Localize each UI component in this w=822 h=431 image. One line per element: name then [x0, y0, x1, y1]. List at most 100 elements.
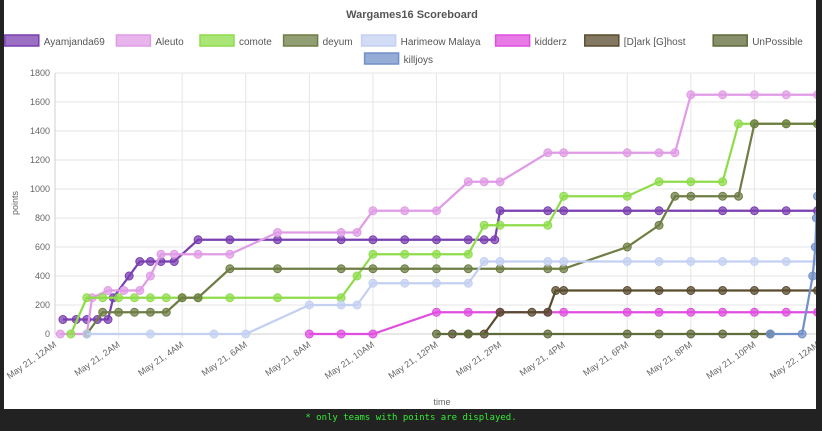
- data-point[interactable]: [432, 307, 441, 317]
- data-point[interactable]: [336, 228, 346, 237]
- legend-item[interactable]: kidderz: [494, 34, 567, 48]
- data-point[interactable]: [225, 235, 235, 245]
- data-point[interactable]: [812, 119, 816, 129]
- data-point[interactable]: [479, 257, 489, 266]
- data-point[interactable]: [686, 286, 696, 295]
- data-point[interactable]: [114, 293, 124, 303]
- data-point[interactable]: [209, 329, 219, 339]
- data-point[interactable]: [654, 220, 664, 230]
- data-point[interactable]: [622, 329, 632, 339]
- data-point[interactable]: [654, 329, 664, 339]
- data-point[interactable]: [781, 286, 791, 295]
- data-point[interactable]: [114, 307, 124, 317]
- data-point[interactable]: [479, 220, 489, 230]
- data-point[interactable]: [103, 315, 113, 324]
- data-point[interactable]: [622, 242, 632, 252]
- data-point[interactable]: [156, 249, 166, 259]
- data-point[interactable]: [400, 235, 410, 245]
- data-point[interactable]: [352, 228, 362, 237]
- data-point[interactable]: [400, 264, 410, 274]
- data-point[interactable]: [765, 329, 775, 339]
- data-point[interactable]: [543, 307, 553, 317]
- data-point[interactable]: [135, 286, 145, 295]
- data-point[interactable]: [495, 206, 505, 216]
- data-point[interactable]: [368, 206, 378, 216]
- data-point[interactable]: [781, 206, 791, 216]
- data-point[interactable]: [781, 257, 791, 266]
- data-point[interactable]: [145, 257, 155, 266]
- data-point[interactable]: [495, 307, 505, 317]
- data-point[interactable]: [749, 257, 759, 266]
- data-point[interactable]: [58, 315, 68, 324]
- data-point[interactable]: [98, 307, 108, 317]
- data-point[interactable]: [718, 191, 728, 201]
- data-point[interactable]: [225, 249, 235, 259]
- data-point[interactable]: [273, 228, 283, 237]
- data-point[interactable]: [400, 206, 410, 216]
- data-point[interactable]: [432, 249, 441, 259]
- data-point[interactable]: [368, 329, 378, 339]
- legend-item[interactable]: UnPossible: [712, 34, 803, 48]
- data-point[interactable]: [622, 307, 632, 317]
- data-point[interactable]: [193, 249, 203, 259]
- data-point[interactable]: [559, 148, 569, 158]
- data-point[interactable]: [145, 293, 155, 303]
- legend-item[interactable]: Aleuto: [115, 34, 184, 48]
- data-point[interactable]: [718, 329, 728, 339]
- data-point[interactable]: [622, 191, 632, 201]
- data-point[interactable]: [749, 206, 759, 216]
- data-point[interactable]: [55, 329, 65, 339]
- data-point[interactable]: [432, 235, 441, 245]
- data-point[interactable]: [336, 264, 346, 274]
- data-point[interactable]: [145, 329, 155, 339]
- legend-item[interactable]: Ayamjanda69: [4, 34, 105, 48]
- data-point[interactable]: [543, 206, 553, 216]
- data-point[interactable]: [400, 278, 410, 288]
- data-point[interactable]: [463, 264, 473, 274]
- data-point[interactable]: [781, 307, 791, 317]
- data-point[interactable]: [479, 235, 489, 245]
- legend-item[interactable]: killjoys: [363, 52, 433, 66]
- data-point[interactable]: [749, 286, 759, 295]
- data-point[interactable]: [432, 206, 441, 216]
- data-point[interactable]: [812, 286, 816, 295]
- data-point[interactable]: [400, 249, 410, 259]
- data-point[interactable]: [749, 307, 759, 317]
- data-point[interactable]: [463, 249, 473, 259]
- data-point[interactable]: [559, 206, 569, 216]
- data-point[interactable]: [654, 257, 664, 266]
- data-point[interactable]: [336, 300, 346, 310]
- data-point[interactable]: [654, 307, 664, 317]
- data-point[interactable]: [551, 286, 561, 295]
- data-point[interactable]: [686, 90, 696, 100]
- data-point[interactable]: [812, 307, 816, 317]
- data-point[interactable]: [622, 286, 632, 295]
- data-point[interactable]: [129, 293, 139, 303]
- data-point[interactable]: [103, 286, 113, 295]
- data-point[interactable]: [718, 90, 728, 100]
- data-point[interactable]: [432, 264, 441, 274]
- data-point[interactable]: [336, 329, 346, 339]
- data-point[interactable]: [734, 119, 744, 129]
- data-point[interactable]: [124, 271, 134, 281]
- data-point[interactable]: [304, 329, 314, 339]
- data-point[interactable]: [177, 293, 187, 303]
- data-point[interactable]: [527, 307, 537, 317]
- data-point[interactable]: [718, 177, 728, 187]
- data-point[interactable]: [241, 329, 251, 339]
- data-point[interactable]: [559, 307, 569, 317]
- legend-item[interactable]: comote: [199, 34, 272, 48]
- legend-item[interactable]: [D]ark [G]host: [584, 34, 686, 48]
- data-point[interactable]: [66, 329, 76, 339]
- data-point[interactable]: [812, 191, 816, 201]
- data-point[interactable]: [559, 191, 569, 201]
- data-point[interactable]: [812, 206, 816, 216]
- data-point[interactable]: [734, 191, 744, 201]
- legend[interactable]: Ayamjanda69 Aleuto comote deyum Harimeow Mal…: [4, 34, 803, 66]
- data-point[interactable]: [463, 307, 473, 317]
- data-point[interactable]: [812, 90, 816, 100]
- data-point[interactable]: [797, 329, 807, 339]
- data-point[interactable]: [273, 293, 283, 303]
- data-point[interactable]: [654, 148, 664, 158]
- data-point[interactable]: [718, 206, 728, 216]
